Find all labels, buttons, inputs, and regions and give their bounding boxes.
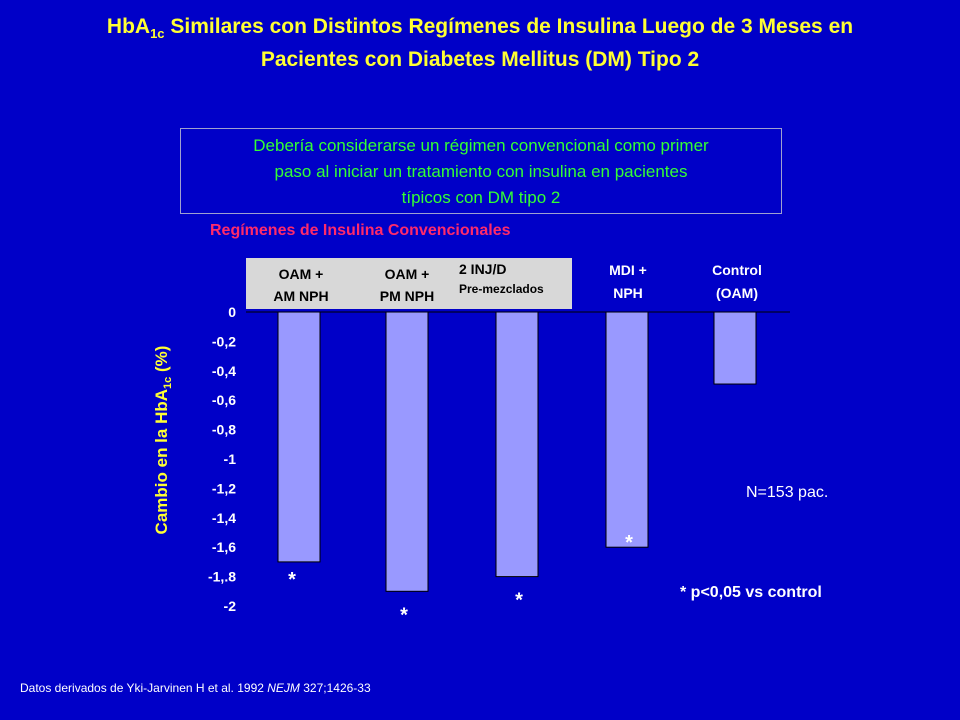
category-label-5: Control (OAM) [694, 259, 780, 305]
significance-note: * p<0,05 vs control [680, 584, 822, 601]
source-journal: NEJM [267, 681, 300, 695]
significance-marker-3: * [515, 590, 523, 612]
y-tick-label: -0,8 [212, 422, 236, 438]
bar-3 [495, 311, 539, 578]
significance-marker-2: * [400, 604, 408, 626]
category-2-line2: PM NPH [379, 288, 435, 304]
category-label-1: OAM + AM NPH [258, 263, 344, 307]
category-5-line2: (OAM) [716, 285, 758, 301]
note-line3: típicos con DM tipo 2 [401, 188, 561, 207]
category-4-line2: NPH [613, 285, 643, 301]
source-suffix: 327;1426-33 [299, 681, 371, 695]
y-tick-label: -1,.8 [208, 569, 236, 585]
y-tick-label: -1,6 [212, 539, 236, 555]
category-label-2: OAM + PM NPH [364, 263, 450, 307]
category-1-line2: AM NPH [273, 288, 329, 304]
category-3-line1: 2 INJ/D [459, 261, 507, 277]
y-tick-label: 0 [228, 304, 236, 320]
conventional-regimes-box [246, 258, 572, 309]
slide-title: HbA1c Similares con Distintos Regímenes … [20, 14, 940, 73]
bar-2 [385, 311, 429, 592]
note-line2: paso al iniciar un tratamiento con insul… [274, 162, 688, 181]
significance-marker-1: * [288, 569, 296, 591]
bar-1 [277, 311, 321, 563]
title-line1: Similares con Distintos Regímenes de Ins… [164, 15, 854, 38]
category-3-line2: Pre-mezclados [459, 282, 544, 296]
source-citation: Datos derivados de Yki-Jarvinen H et al.… [20, 681, 371, 695]
bar-4 [605, 311, 649, 548]
sample-size-label: N=153 pac. [746, 484, 829, 501]
category-1-line1: OAM + [278, 266, 324, 282]
regimes-label: Regímenes de Insulina Convencionales [210, 222, 511, 239]
category-5-line1: Control [712, 262, 762, 278]
note-line1: Debería considerarse un régimen convenci… [253, 136, 709, 155]
y-tick-label: -1,4 [212, 510, 236, 526]
significance-marker-4: * [625, 532, 633, 554]
y-tick-label: -0,2 [212, 333, 236, 349]
title-subscript: 1c [150, 26, 165, 42]
source-prefix: Datos derivados de Yki-Jarvinen H et al.… [20, 681, 268, 695]
category-2-line1: OAM + [384, 266, 430, 282]
y-tick-label: -1,2 [212, 480, 236, 496]
y-tick-label: -0,4 [212, 363, 236, 379]
y-tick-label: -1 [224, 451, 237, 467]
title-line2: Pacientes con Diabetes Mellitus (DM) Tip… [260, 48, 700, 72]
category-label-3: 2 INJ/D Pre-mezclados [459, 259, 544, 299]
y-tick-label: -2 [224, 598, 237, 614]
y-tick-label: -0,6 [212, 392, 236, 408]
category-4-line1: MDI + [609, 262, 647, 278]
title-prefix: HbA [106, 15, 151, 38]
bar-5 [713, 311, 757, 385]
category-label-4: MDI + NPH [588, 259, 668, 305]
recommendation-box: Debería considerarse un régimen convenci… [180, 128, 782, 214]
